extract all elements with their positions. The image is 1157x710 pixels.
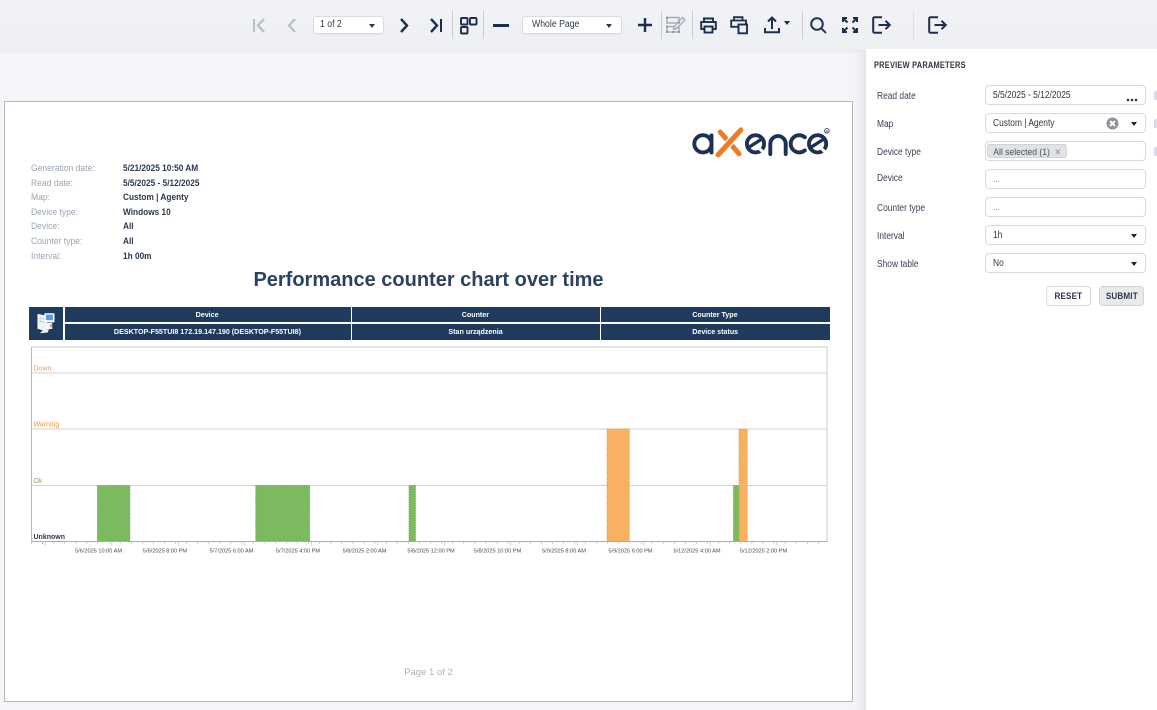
svg-text:5/7/2025 4:00 PM: 5/7/2025 4:00 PM [276, 549, 321, 555]
svg-text:5/6/2025 8:00 PM: 5/6/2025 8:00 PM [143, 549, 188, 555]
svg-text:5/9/2025 8:00 AM: 5/9/2025 8:00 AM [542, 549, 586, 555]
svg-text:5/6/2025 10:00 AM: 5/6/2025 10:00 AM [75, 549, 122, 555]
svg-text:R: R [825, 129, 828, 134]
svg-text:5/8/2025 12:00 PM: 5/8/2025 12:00 PM [407, 549, 455, 555]
svg-text:Ok: Ok [34, 478, 43, 485]
svg-text:Warning: Warning [34, 422, 60, 429]
svg-text:Down: Down [34, 366, 52, 373]
svg-text:5/12/2025 2:00 PM: 5/12/2025 2:00 PM [740, 549, 788, 555]
svg-text:5/7/2025 6:00 AM: 5/7/2025 6:00 AM [210, 549, 254, 555]
svg-text:5/12/2025 4:00 AM: 5/12/2025 4:00 AM [674, 549, 721, 555]
svg-text:Unknown: Unknown [34, 534, 66, 541]
svg-text:5/8/2025 10:00 PM: 5/8/2025 10:00 PM [474, 549, 522, 555]
svg-text:5/9/2025 6:00 PM: 5/9/2025 6:00 PM [608, 549, 653, 555]
svg-text:5/8/2025 2:00 AM: 5/8/2025 2:00 AM [343, 549, 387, 555]
